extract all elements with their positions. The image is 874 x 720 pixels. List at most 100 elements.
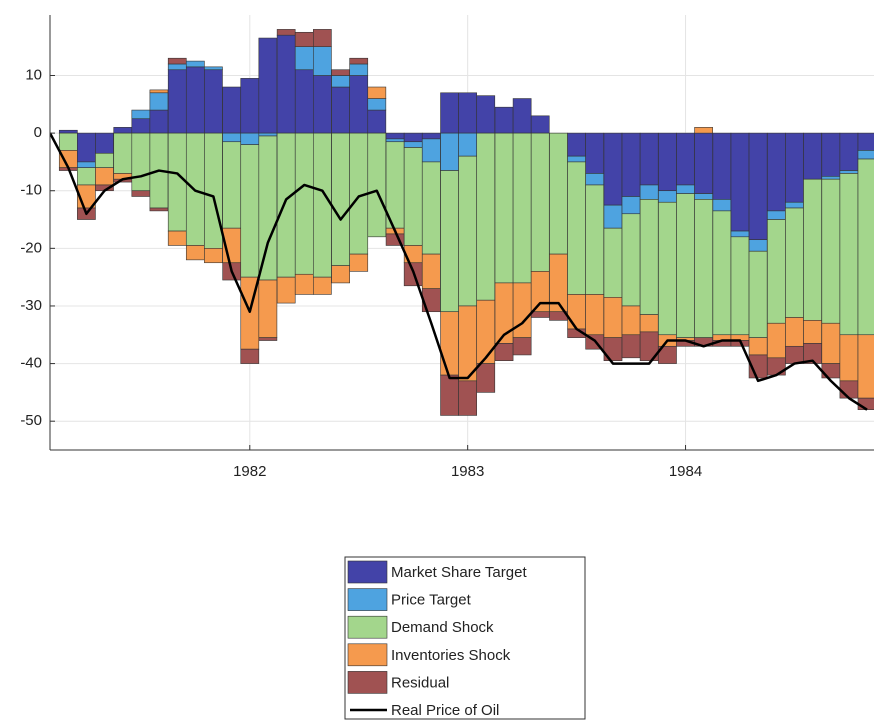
bar-segment [349,75,369,134]
legend-label: Real Price of Oil [391,702,499,719]
bar-segment [803,320,822,344]
bar-segment [821,176,841,180]
bar-segment [222,86,242,134]
bar-segment [821,178,841,324]
bar-segment [403,147,423,246]
bar-segment [458,92,478,134]
y-tick-label: -30 [20,297,42,314]
bar-segment [313,132,332,278]
bar-segment [767,322,786,359]
bar-segment [694,199,713,338]
bar-segment [603,297,623,338]
bar-segment [567,132,586,157]
legend-swatch [347,671,388,694]
bar-segment [857,334,874,399]
bar-segment [549,132,568,255]
bar-segment [621,213,641,307]
legend-label: Market Share Target [391,564,527,581]
bar-segment [95,167,114,186]
bar-segment [185,60,205,68]
bar-segment [258,135,278,281]
bar-segment [421,161,441,255]
bar-segment [658,132,677,192]
bar-segment [185,66,205,134]
bar-segment [512,282,532,338]
bar-segment [149,89,169,94]
bar-segment [167,57,187,65]
bar-segment [803,132,822,180]
x-tick-label: 1983 [451,463,484,480]
bar-segment [730,236,750,336]
bar-segment [294,69,314,134]
bar-segment [440,92,459,134]
bar-segment [258,37,278,134]
bar-segment [512,132,532,284]
bar-segment [839,170,859,174]
bar-segment [621,132,641,197]
bar-segment [494,343,514,361]
bar-segment [639,184,659,200]
bar-segment [131,118,151,134]
bar-segment [367,86,387,99]
bar-segment [603,132,623,206]
bar-segment [258,279,278,338]
bar-segment [367,98,387,111]
bar-segment [204,248,223,264]
bar-segment [258,132,278,137]
bar-segment [149,207,169,212]
bar-segment [204,132,223,249]
line [50,132,868,411]
bar-segment [676,132,695,186]
legend-label: Price Target [391,592,472,609]
bar-segment [58,129,78,134]
bar-segment [185,245,205,261]
bar-segment [530,132,550,272]
y-tick-label: -20 [20,239,42,256]
bar-segment [494,106,514,134]
bar-segment [621,305,641,336]
bar-segment [585,173,605,186]
bar-segment [240,348,260,364]
bar-segment [240,132,260,145]
bar-segment [349,63,369,76]
bar-segment [331,132,350,266]
bar-segment [567,294,586,330]
bars [58,29,874,416]
bar-segment [276,29,296,36]
bar-segment [476,299,496,364]
bar-segment [167,132,187,232]
y-tick-label: 10 [25,66,42,83]
bar-segment [585,184,605,295]
bar-segment [421,138,441,163]
bar-segment [748,132,768,241]
bar-segment [276,132,296,278]
bar-segment [385,138,405,143]
bar-segment [313,75,332,134]
bar-segment [476,95,496,134]
bar-segment [149,109,169,134]
bar-segment [440,311,459,376]
bar-segment [331,265,350,284]
bar-segment [313,29,332,47]
bar-segment [767,219,786,324]
bar-segment [785,317,804,347]
bar-segment [694,193,713,200]
bar-segment [440,170,459,313]
bar-segment [204,69,223,134]
y-tick-label: -10 [20,182,42,199]
bar-segment [494,132,514,284]
bar-segment [367,132,387,238]
bar-segment [167,69,187,134]
bar-segment [167,230,187,246]
bar-segment [131,132,151,192]
bar-segment [258,337,278,341]
bar-segment [658,190,677,203]
bar-segment [839,380,859,399]
bar-segment [240,78,260,134]
bar-segment [603,204,623,229]
bar-segment [785,207,804,318]
bar-segment [440,374,459,416]
bar-segment [222,141,242,229]
legend-swatch [347,615,388,639]
